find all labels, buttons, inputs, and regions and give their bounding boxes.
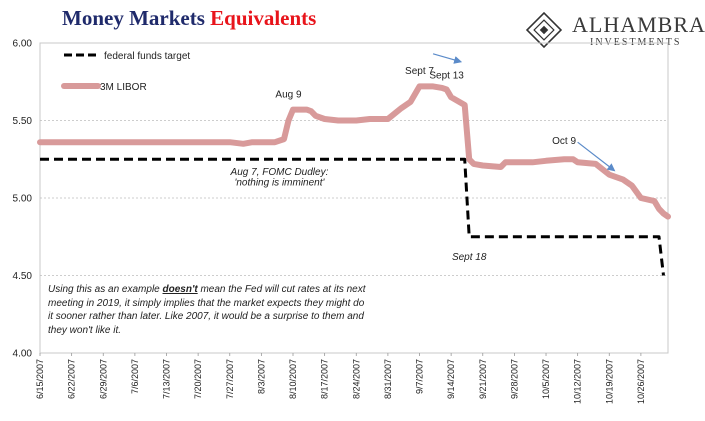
x-tick-label-7/13/2007: 7/13/2007 xyxy=(162,359,172,399)
note-text-post: mean the Fed will cut rates at its next … xyxy=(48,284,366,336)
y-tick-label-5.50: 5.50 xyxy=(13,116,33,127)
legend-label-0: federal funds target xyxy=(104,51,190,62)
annotation-2: Sept 13 xyxy=(429,71,464,82)
x-tick-label-8/3/2007: 8/3/2007 xyxy=(256,359,266,394)
y-tick-label-4.50: 4.50 xyxy=(13,271,33,282)
x-tick-label-7/6/2007: 7/6/2007 xyxy=(130,359,140,394)
x-tick-label-6/22/2007: 6/22/2007 xyxy=(67,359,77,399)
x-tick-label-10/12/2007: 10/12/2007 xyxy=(573,359,583,404)
note-emphasis: doesn't xyxy=(162,284,198,295)
x-tick-label-6/29/2007: 6/29/2007 xyxy=(98,359,108,399)
y-tick-label-6.00: 6.00 xyxy=(13,39,33,50)
chart-title: Money Markets Equivalents xyxy=(62,6,316,31)
annotation-1: Sept 7 xyxy=(405,66,434,77)
annotation-6: 'nothing is imminent' xyxy=(234,178,325,189)
legend-label-1: 3M LIBOR xyxy=(100,82,147,93)
x-tick-label-6/15/2007: 6/15/2007 xyxy=(35,359,45,399)
annotation-5: Aug 7, FOMC Dudley: xyxy=(230,167,329,178)
x-tick-label-7/27/2007: 7/27/2007 xyxy=(225,359,235,399)
series xyxy=(37,83,671,276)
y-tick-label-4.00: 4.00 xyxy=(13,349,33,360)
x-tick-label-8/31/2007: 8/31/2007 xyxy=(383,359,393,399)
x-tick-label-10/26/2007: 10/26/2007 xyxy=(636,359,646,404)
y-tick-label-5.00: 5.00 xyxy=(13,194,33,205)
annotation-0: Aug 9 xyxy=(275,89,302,100)
legend: federal funds target 3M LIBOR xyxy=(61,51,190,93)
x-tick-label-9/7/2007: 9/7/2007 xyxy=(415,359,425,394)
x-tick-label-8/17/2007: 8/17/2007 xyxy=(320,359,330,399)
chart-title-part1: Money Markets xyxy=(62,6,211,30)
x-tick-label-7/20/2007: 7/20/2007 xyxy=(193,359,203,399)
x-tick-label-10/5/2007: 10/5/2007 xyxy=(541,359,551,399)
annotation-arrow-0 xyxy=(432,53,463,64)
series-line-3m-libor xyxy=(37,83,671,220)
annotation-3: Oct 9 xyxy=(552,136,576,147)
logo-wordmark: ALHAMBRA xyxy=(572,12,705,37)
x-tick-label-8/10/2007: 8/10/2007 xyxy=(288,359,298,399)
chart-title-part2: Equivalents xyxy=(210,6,317,30)
x-tick-label-9/28/2007: 9/28/2007 xyxy=(509,359,519,399)
annotation-4: Sept 18 xyxy=(452,252,487,263)
x-tick-label-10/19/2007: 10/19/2007 xyxy=(604,359,614,404)
x-tick-label-9/21/2007: 9/21/2007 xyxy=(478,359,488,399)
axes: 4.00 4.50 5.00 5.50 6.00 6/15/2007 6/22/2007 6/… xyxy=(13,39,646,405)
x-tick-label-9/14/2007: 9/14/2007 xyxy=(446,359,456,399)
commentary-note: Using this as an example doesn't mean th… xyxy=(48,283,368,337)
x-tick-label-8/24/2007: 8/24/2007 xyxy=(351,359,361,399)
annotation-arrow-1 xyxy=(577,141,616,172)
note-text-pre: Using this as an example xyxy=(48,284,163,295)
logo-emblem-icon xyxy=(525,11,563,49)
series-line-federal-funds-target xyxy=(40,157,665,276)
